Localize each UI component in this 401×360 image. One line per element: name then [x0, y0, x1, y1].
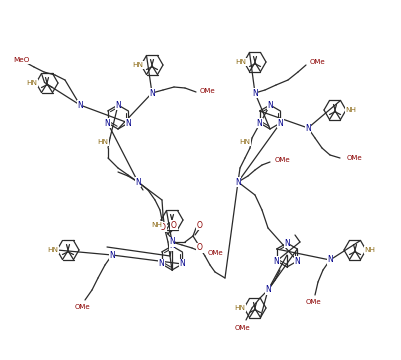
- Text: N: N: [305, 123, 311, 132]
- Text: NH: NH: [365, 247, 375, 253]
- Text: N: N: [126, 118, 131, 127]
- Text: OMe: OMe: [347, 155, 363, 161]
- Text: N: N: [277, 118, 283, 127]
- Text: OMe: OMe: [310, 59, 326, 65]
- Text: N: N: [252, 89, 258, 98]
- Text: HN: HN: [235, 305, 245, 311]
- Text: N: N: [327, 256, 333, 265]
- Text: OMe: OMe: [305, 299, 321, 305]
- Text: N: N: [159, 260, 164, 269]
- Text: OMe: OMe: [275, 157, 291, 163]
- Text: N: N: [257, 118, 263, 127]
- Text: OMe: OMe: [234, 325, 250, 331]
- Text: HN: HN: [239, 139, 251, 145]
- Text: HN: HN: [26, 80, 38, 86]
- Text: O: O: [160, 222, 166, 231]
- Text: HN: HN: [47, 247, 59, 253]
- Text: HN: HN: [97, 139, 109, 145]
- Text: O: O: [171, 220, 177, 230]
- Text: N: N: [109, 251, 115, 260]
- Text: N: N: [284, 239, 290, 248]
- Text: O: O: [197, 243, 203, 252]
- Text: OMe: OMe: [200, 88, 216, 94]
- Text: HN: HN: [235, 59, 247, 65]
- Text: N: N: [77, 100, 83, 109]
- Text: N: N: [267, 100, 273, 109]
- Text: N: N: [115, 100, 121, 109]
- Text: N: N: [294, 256, 300, 266]
- Text: NH: NH: [346, 107, 356, 113]
- Text: N: N: [169, 242, 175, 251]
- Text: N: N: [169, 238, 175, 247]
- Text: OMe: OMe: [208, 250, 224, 256]
- Text: N: N: [105, 118, 111, 127]
- Text: N: N: [135, 177, 141, 186]
- Text: NH: NH: [152, 222, 162, 228]
- Text: MeO: MeO: [13, 57, 29, 63]
- Text: HN: HN: [132, 62, 144, 68]
- Text: N: N: [235, 177, 241, 186]
- Text: N: N: [274, 256, 279, 266]
- Text: N: N: [149, 89, 155, 98]
- Text: N: N: [180, 260, 185, 269]
- Text: N: N: [265, 285, 271, 294]
- Text: O: O: [197, 220, 203, 230]
- Text: OMe: OMe: [74, 304, 90, 310]
